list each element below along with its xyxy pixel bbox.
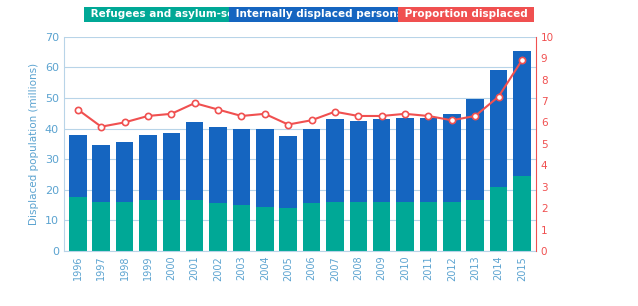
Bar [513, 51, 531, 176]
Bar [373, 202, 390, 251]
Bar [163, 133, 180, 200]
Bar [69, 135, 87, 197]
Bar [116, 142, 133, 202]
Text: Refugees and asylum-seekers: Refugees and asylum-seekers [87, 9, 271, 19]
Bar [466, 99, 484, 200]
Text: Proportion displaced: Proportion displaced [401, 9, 531, 19]
Bar [279, 136, 297, 208]
Bar [490, 187, 507, 251]
Bar [233, 205, 250, 251]
Bar [350, 121, 367, 202]
Bar [396, 202, 414, 251]
Bar [93, 145, 110, 202]
Bar [420, 118, 437, 202]
Bar [69, 197, 87, 251]
Bar [93, 202, 110, 251]
Bar [186, 122, 204, 200]
Text: Internally displaced persons: Internally displaced persons [232, 9, 406, 19]
Bar [326, 202, 344, 251]
Bar [466, 200, 484, 251]
Bar [303, 203, 320, 251]
Bar [139, 200, 157, 251]
Bar [256, 207, 274, 251]
Bar [326, 119, 344, 202]
Bar [209, 203, 227, 251]
Y-axis label: Displaced population (millions): Displaced population (millions) [29, 63, 40, 225]
Bar [350, 202, 367, 251]
Bar [163, 200, 180, 251]
Bar [303, 129, 320, 203]
Bar [373, 119, 390, 202]
Bar [513, 176, 531, 251]
Bar [490, 70, 507, 187]
Bar [116, 202, 133, 251]
Bar [443, 202, 461, 251]
Bar [279, 208, 297, 251]
Bar [443, 114, 461, 202]
Bar [209, 127, 227, 203]
Bar [139, 135, 157, 200]
Bar [420, 202, 437, 251]
Bar [186, 200, 204, 251]
Bar [233, 129, 250, 205]
Bar [396, 118, 414, 202]
Bar [256, 129, 274, 207]
